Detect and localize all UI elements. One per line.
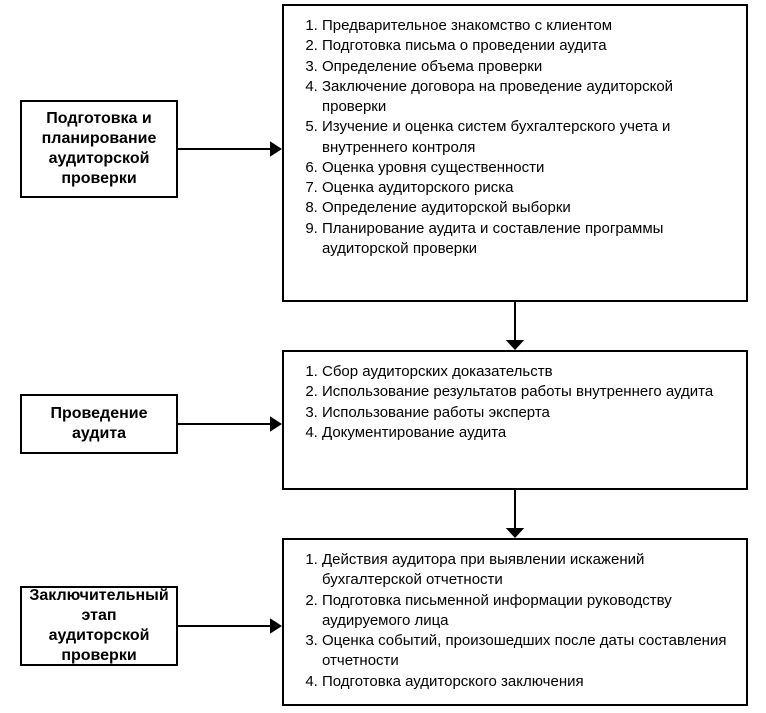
list-item: Предварительное знакомство с клиентом [322, 16, 732, 36]
content-box-3: Действия аудитора при выявлении искажени… [282, 538, 748, 706]
list-item: Подготовка аудиторского заключения [322, 672, 732, 692]
list-item: Использование результатов работы внутрен… [322, 382, 732, 402]
content-list-1: Предварительное знакомство с клиентомПод… [302, 16, 732, 259]
arrow-h-1 [178, 139, 282, 159]
content-box-1: Предварительное знакомство с клиентомПод… [282, 4, 748, 302]
stage-title-2: Проведение аудита [30, 404, 168, 444]
list-item: Оценка событий, произошедших после даты … [322, 631, 732, 672]
stage-box-3: Заключительный этап аудиторской проверки [20, 586, 178, 666]
list-item: Определение аудиторской выборки [322, 198, 732, 218]
list-item: Подготовка письма о проведении аудита [322, 36, 732, 56]
list-item: Оценка уровня существенности [322, 158, 732, 178]
list-item: Действия аудитора при выявлении искажени… [322, 550, 732, 591]
stage-box-2: Проведение аудита [20, 394, 178, 454]
list-item: Изучение и оценка систем бухгалтерского … [322, 117, 732, 158]
list-item: Использование работы эксперта [322, 403, 732, 423]
arrow-h-2 [178, 414, 282, 434]
arrow-h-3 [178, 616, 282, 636]
list-item: Оценка аудиторского риска [322, 178, 732, 198]
stage-box-1: Подготовка и планирование аудиторской пр… [20, 100, 178, 198]
list-item: Заключение договора на проведение аудито… [322, 77, 732, 118]
content-list-2: Сбор аудиторских доказательствИспользова… [302, 362, 732, 443]
arrow-v-1 [503, 302, 527, 350]
stage-title-1: Подготовка и планирование аудиторской пр… [30, 109, 168, 189]
content-box-2: Сбор аудиторских доказательствИспользова… [282, 350, 748, 490]
content-list-3: Действия аудитора при выявлении искажени… [302, 550, 732, 692]
list-item: Сбор аудиторских доказательств [322, 362, 732, 382]
arrow-v-2 [503, 490, 527, 538]
list-item: Подготовка письменной информации руковод… [322, 591, 732, 632]
list-item: Планирование аудита и составление програ… [322, 219, 732, 260]
stage-title-3: Заключительный этап аудиторской проверки [29, 586, 168, 666]
list-item: Документирование аудита [322, 423, 732, 443]
list-item: Определение объема проверки [322, 57, 732, 77]
